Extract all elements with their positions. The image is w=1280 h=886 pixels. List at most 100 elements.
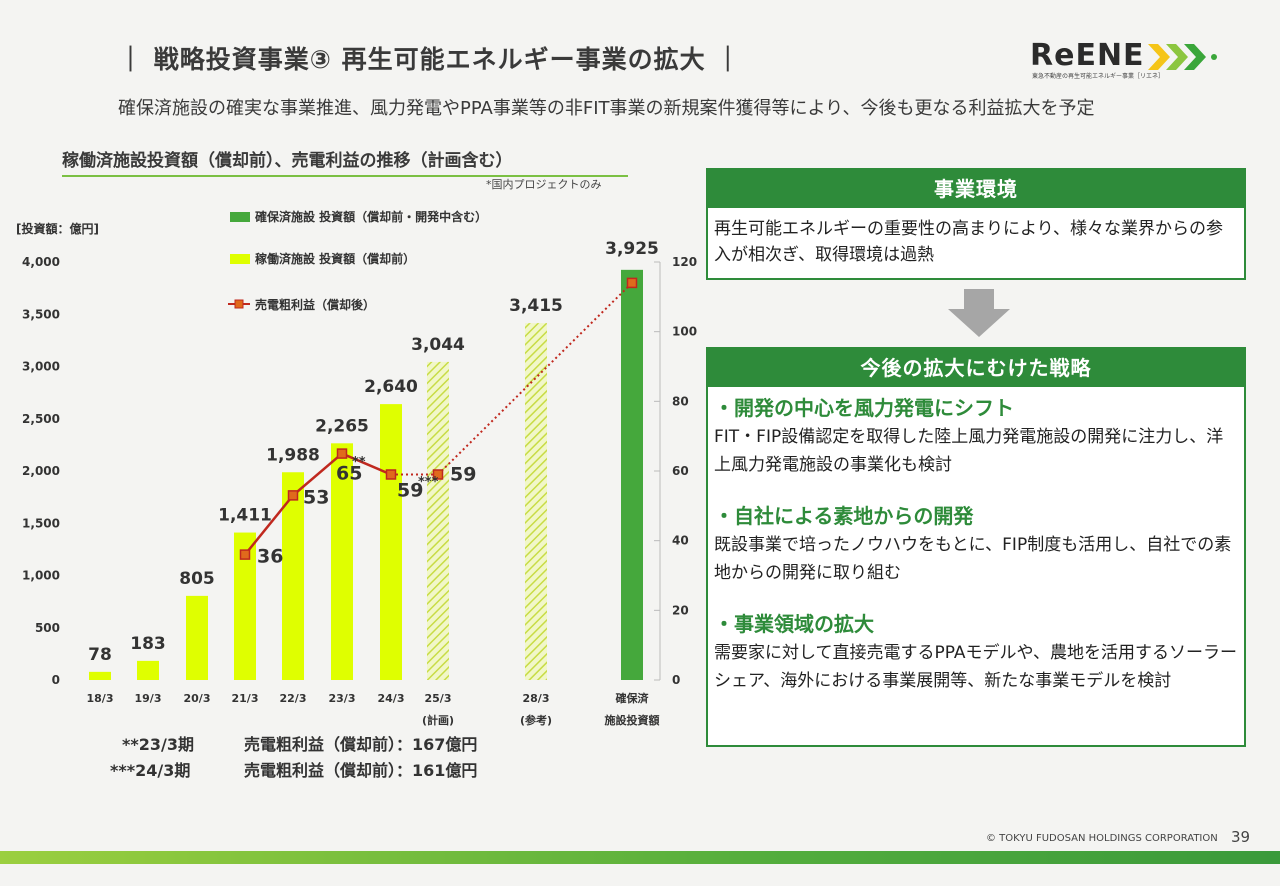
bar	[234, 532, 256, 680]
strategy-item-body: 需要家に対して直接売電するPPAモデルや、農地を活用するソーラーシェア、海外にお…	[714, 643, 1238, 691]
strategy-item-title: ・自社による素地からの開発	[714, 504, 974, 528]
x-tick-label: 18/3	[87, 692, 114, 705]
y-tick-left: 1,000	[22, 569, 60, 583]
line-note-mark: **	[352, 455, 366, 470]
footnote-2-label: ***24/3期	[110, 761, 191, 780]
y-tick-left: 1,500	[22, 516, 60, 530]
reene-logo: ReENE 東急不動産の再生可能エネルギー事業［リエネ］	[1030, 38, 1230, 82]
bar-value-label: 805	[179, 569, 215, 589]
legend-marker-profit	[234, 299, 244, 309]
line-segment	[341, 452, 392, 476]
x-tick-sublabel: (計画)	[422, 713, 454, 727]
x-tick-sublabel: (参考)	[520, 713, 552, 727]
footnote-1-label: **23/3期	[122, 735, 194, 754]
chart-note: *国内プロジェクトのみ	[486, 178, 602, 191]
strategy-item-title: ・開発の中心を風力発電にシフト	[714, 396, 1014, 420]
strategy-box: 今後の拡大にむけた戦略 ・開発の中心を風力発電にシフト FIT・FIP設備認定を…	[706, 347, 1246, 747]
page-subtitle: 確保済施設の確実な事業推進、風力発電やPPA事業等の非FIT事業の新規案件獲得等…	[118, 98, 1095, 119]
y-tick-right: 120	[672, 255, 697, 269]
y-tick-right: 40	[672, 534, 689, 548]
strategy-item: ・開発の中心を風力発電にシフト FIT・FIP設備認定を取得した陸上風力発電施設…	[708, 393, 1244, 479]
strategy-item: ・自社による素地からの開発 既設事業で培ったノウハウをもとに、FIP制度も活用し…	[708, 501, 1244, 587]
legend-swatch-operating	[230, 254, 250, 264]
line-marker	[336, 448, 348, 459]
x-tick-label: 20/3	[184, 692, 211, 705]
line-value-label: 59	[450, 463, 476, 485]
y-tick-right: 0	[672, 673, 680, 687]
bar-value-label: 1,988	[266, 445, 320, 465]
line-segment	[244, 494, 294, 556]
strategy-item-title: ・事業領域の拡大	[714, 612, 874, 636]
bar-value-label: 78	[88, 645, 112, 665]
line-value-label: 59	[397, 479, 423, 501]
x-tick-label: 確保済	[616, 691, 650, 705]
business-environment-text: 再生可能エネルギーの重要性の高まりにより、様々な業界からの参入が相次ぎ、取得環境…	[714, 219, 1223, 265]
line-value-label: 65	[336, 463, 362, 485]
strategy-item-body: 既設事業で培ったノウハウをもとに、FIP制度も活用し、自社での素地からの開発に取…	[714, 535, 1232, 583]
line-value-label: 53	[303, 486, 329, 508]
logo-subtitle: 東急不動産の再生可能エネルギー事業［リエネ］	[1032, 73, 1165, 80]
bar-value-label: 1,411	[218, 506, 272, 526]
bar-value-label: 3,925	[605, 239, 659, 259]
bar	[186, 595, 208, 680]
footnote-2-text: 売電粗利益（償却前）：161億円	[244, 761, 478, 780]
investment-chart: 0 500 1,000 1,500 2,000 2,500 3,000 3,500 4,000 0…	[22, 209, 697, 727]
bar-value-label: 183	[130, 634, 166, 654]
y-tick-left: 0	[52, 673, 60, 687]
chart-heading: 稼働済施設投資額（償却前）、売電利益の推移（計画含む）	[62, 146, 628, 177]
bar-value-label: 3,415	[509, 296, 563, 316]
chevrons-icon	[1148, 44, 1217, 70]
bar	[137, 660, 159, 680]
x-tick-label: 23/3	[329, 692, 356, 705]
line-marker	[626, 277, 638, 289]
y-axis-unit-label: [投資額：億円]	[16, 222, 99, 236]
x-tick-label: 19/3	[135, 692, 162, 705]
page-number: 39	[1231, 828, 1251, 846]
x-tick-label: 22/3	[280, 692, 307, 705]
legend-label-profit: 売電粗利益（償却後）	[255, 297, 375, 312]
copyright: © TOKYU FUDOSAN HOLDINGS CORPORATION	[986, 833, 1218, 844]
bar	[282, 472, 304, 680]
x-tick-label: 25/3	[425, 692, 452, 705]
bottom-accent-bar	[0, 851, 1280, 864]
line-note-mark: ***	[418, 475, 439, 490]
x-tick-label: 28/3	[523, 692, 550, 705]
line-marker	[239, 549, 251, 560]
bar	[89, 671, 111, 680]
bar-value-label: 3,044	[411, 335, 465, 355]
line-segment	[292, 452, 343, 497]
logo-text: ReENE	[1030, 38, 1145, 73]
bar-secured	[621, 269, 643, 680]
legend-swatch-secured	[230, 212, 250, 222]
y-tick-left: 500	[35, 621, 60, 635]
y-tick-right: 60	[672, 464, 689, 478]
y-tick-right: 100	[672, 325, 697, 339]
y-tick-left: 4,000	[22, 255, 60, 269]
strategy-item: ・事業領域の拡大 需要家に対して直接売電するPPAモデルや、農地を活用するソーラ…	[708, 609, 1244, 695]
x-tick-sublabel: 施設投資額	[605, 713, 660, 727]
bar-value-label: 2,640	[364, 377, 418, 397]
line-marker	[287, 490, 299, 501]
arrow-down-icon	[948, 289, 1010, 337]
line-value-label: 36	[257, 546, 283, 568]
line-marker	[385, 469, 397, 480]
y-tick-left: 2,500	[22, 412, 60, 426]
footnote-1-text: 売電粗利益（償却前）：167億円	[244, 735, 478, 754]
bar	[331, 443, 353, 680]
x-tick-label: 21/3	[232, 692, 259, 705]
business-environment-heading: 事業環境	[708, 170, 1244, 208]
y-tick-left: 3,000	[22, 360, 60, 374]
bar-value-label: 2,265	[315, 416, 369, 436]
bar	[427, 361, 449, 680]
bar	[525, 323, 547, 680]
y-tick-left: 3,500	[22, 307, 60, 321]
legend-label-operating: 稼働済施設 投資額（償却前）	[255, 251, 415, 266]
line-marker	[432, 469, 444, 480]
page-title: ｜ 戦略投資事業③ 再生可能エネルギー事業の拡大 ｜	[118, 45, 742, 74]
line-segment	[437, 282, 633, 476]
bar	[380, 404, 402, 680]
business-environment-box: 事業環境 再生可能エネルギーの重要性の高まりにより、様々な業界からの参入が相次ぎ…	[706, 168, 1246, 280]
y-tick-left: 2,000	[22, 464, 60, 478]
legend-label-secured: 確保済施設 投資額（償却前・開発中含む）	[255, 209, 487, 224]
y-tick-right: 80	[672, 394, 689, 408]
